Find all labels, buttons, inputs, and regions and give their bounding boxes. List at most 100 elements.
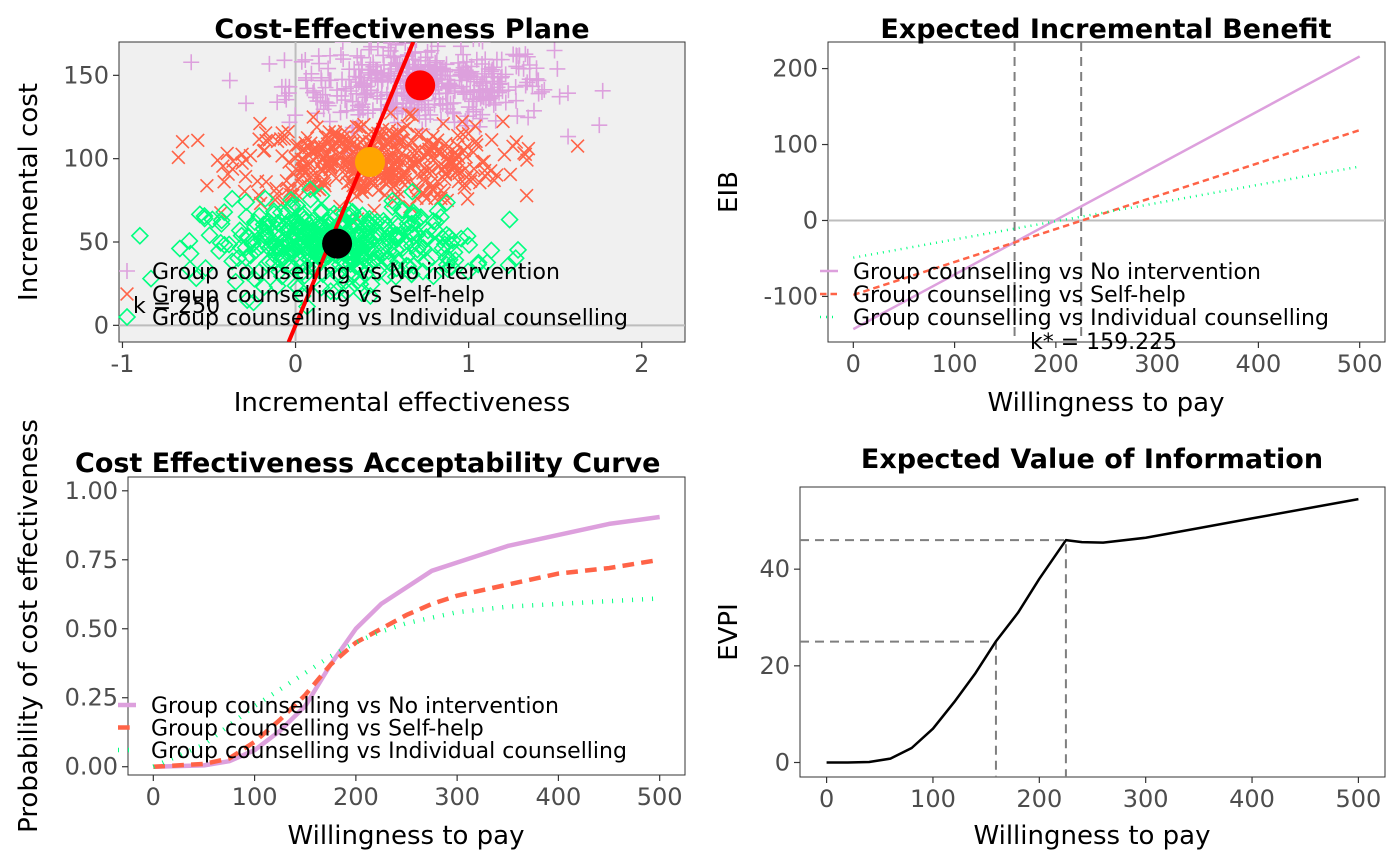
psa-point <box>266 237 285 256</box>
evpi-lines <box>826 497 1359 764</box>
psa-point <box>212 214 231 234</box>
psa-point <box>546 42 563 59</box>
psa-point <box>517 77 534 94</box>
psa-point <box>409 127 424 142</box>
psa-point <box>446 80 463 97</box>
psa-point <box>200 226 219 245</box>
psa-point <box>318 148 333 163</box>
psa-point <box>293 53 310 70</box>
psa-point <box>469 253 488 272</box>
psa-point <box>431 159 446 174</box>
psa-point <box>422 106 439 123</box>
psa-point <box>594 82 611 99</box>
psa-point <box>413 262 433 281</box>
ce-plane-means <box>322 70 436 259</box>
psa-point <box>451 62 468 79</box>
psa-point <box>231 238 250 257</box>
psa-point <box>559 85 576 102</box>
psa-point <box>477 154 491 169</box>
psa-point <box>300 232 319 252</box>
psa-point <box>279 173 294 188</box>
legend-label: Group counselling vs Self-help <box>151 717 484 742</box>
psa-point <box>433 239 452 258</box>
ceac-line <box>153 514 660 769</box>
psa-point <box>379 242 398 261</box>
x-tick-label: 0 <box>146 783 161 811</box>
psa-point <box>333 87 350 104</box>
psa-point <box>280 213 300 232</box>
psa-point <box>424 164 439 179</box>
legend-label: Group counselling vs Individual counsell… <box>151 739 627 764</box>
eib-line <box>852 128 1361 297</box>
psa-point <box>443 231 462 250</box>
psa-point <box>469 134 483 149</box>
psa-point <box>281 114 298 131</box>
mean-point <box>354 147 385 177</box>
psa-point <box>383 197 402 217</box>
legend-key-marker <box>120 287 134 301</box>
x-tick-label: 0 <box>846 350 861 378</box>
eib-breakeven-annotation: k* = 159.225 <box>1030 330 1177 355</box>
psa-point <box>428 52 445 69</box>
psa-point <box>400 119 415 134</box>
psa-point <box>378 249 397 268</box>
ce-plane-legend: Group counselling vs No interventionGrou… <box>117 260 628 331</box>
psa-point <box>468 71 485 88</box>
psa-point <box>560 128 577 145</box>
x-tick-label: 200 <box>1033 350 1079 378</box>
psa-point <box>303 248 322 267</box>
psa-point <box>210 153 225 168</box>
psa-point <box>320 60 337 77</box>
psa-point <box>342 219 361 238</box>
psa-point <box>281 124 296 139</box>
eib-panel: 0 100 200 300 400 500 -100 0 100 200 Group counse… <box>714 14 1386 418</box>
x-tick-label: -1 <box>110 350 134 378</box>
psa-point <box>404 227 423 247</box>
psa-point <box>386 160 401 175</box>
psa-point <box>285 188 300 203</box>
psa-point <box>221 72 238 89</box>
psa-point <box>405 108 420 123</box>
psa-point <box>288 138 303 153</box>
x-tick-label: 300 <box>434 783 480 811</box>
psa-point <box>402 107 416 122</box>
psa-point <box>483 63 500 80</box>
psa-point <box>551 88 568 105</box>
y-tick-label: 100 <box>63 145 109 173</box>
psa-point <box>338 102 355 119</box>
psa-point <box>426 221 445 240</box>
x-tick-label: 100 <box>232 783 278 811</box>
psa-point <box>245 269 264 288</box>
psa-point <box>320 156 335 171</box>
psa-point <box>518 147 533 162</box>
psa-point <box>519 74 536 91</box>
psa-point <box>477 168 492 183</box>
ce-plane-wtp-annotation: k = 250 <box>133 294 220 319</box>
x-tick-label: 100 <box>932 350 978 378</box>
legend-key-marker <box>117 307 137 327</box>
psa-point <box>212 211 231 230</box>
psa-point <box>141 269 161 288</box>
psa-point <box>369 88 386 105</box>
psa-point <box>438 136 453 151</box>
y-tick-label: 0.75 <box>65 546 118 574</box>
psa-point <box>363 72 380 89</box>
psa-point <box>335 51 352 68</box>
psa-point <box>301 180 320 199</box>
psa-point <box>276 230 295 249</box>
psa-point <box>344 212 363 231</box>
psa-point <box>468 119 483 134</box>
ceac-line <box>152 596 660 769</box>
psa-point <box>217 174 232 189</box>
psa-point <box>276 52 293 69</box>
psa-point <box>386 214 405 233</box>
psa-point <box>327 128 342 143</box>
psa-point <box>420 99 437 116</box>
psa-point <box>256 189 275 208</box>
eib-axes: 0 100 200 300 400 500 -100 0 100 200 <box>764 55 1383 378</box>
psa-point <box>397 42 414 52</box>
psa-point <box>509 135 524 149</box>
psa-point <box>515 60 532 77</box>
psa-point <box>519 188 534 203</box>
